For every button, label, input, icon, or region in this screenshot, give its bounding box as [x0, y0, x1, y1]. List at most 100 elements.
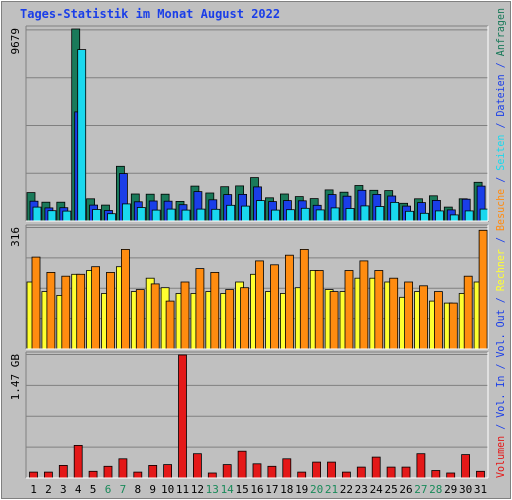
bar-mid-besuche-19	[299, 248, 309, 350]
x-tick-13: 13	[206, 483, 219, 496]
panel-top	[25, 25, 489, 222]
x-tick-27: 27	[414, 483, 427, 496]
bar-bottom-volumen-10	[163, 464, 173, 479]
x-tick-12: 12	[191, 483, 204, 496]
panel-mid	[25, 224, 489, 350]
bar-top-seiten-24	[375, 206, 385, 222]
bar-mid-besuche-5	[91, 266, 100, 350]
bar-bottom-volumen-4	[73, 444, 83, 479]
legend-segment: /	[494, 231, 507, 249]
bar-bottom-volumen-1	[29, 471, 38, 479]
x-axis-ticks: 1 2 3 4 5 6 7 8 9 10 11 12 13 14 15 16 17 18 19 20 21 22 23 24 2…	[30, 483, 487, 496]
bar-mid-besuche-6	[106, 271, 115, 350]
legend-segment: Volumen	[494, 436, 507, 478]
y-axis-labels: 9679 316 1.47 GB	[9, 28, 22, 400]
bar-bottom-volumen-30	[461, 454, 471, 479]
legend-segment: /	[494, 357, 507, 375]
x-tick-29: 29	[444, 483, 457, 496]
bar-top-seiten-14	[226, 204, 236, 222]
bar-bottom-volumen-14	[222, 464, 232, 479]
x-tick-2: 2	[45, 483, 52, 496]
bar-bottom-volumen-23	[356, 466, 366, 479]
bar-bottom-volumen-11	[178, 354, 187, 479]
x-tick-5: 5	[90, 483, 97, 496]
legend-segment: /	[494, 56, 507, 74]
y-max-label-bottom: 1.47 GB	[9, 354, 22, 401]
x-tick-16: 16	[250, 483, 263, 496]
legend-segment: Vol. Out	[494, 309, 507, 357]
bar-mid-besuche-20	[314, 270, 324, 350]
legend-segment: /	[494, 171, 507, 189]
x-tick-31: 31	[474, 483, 487, 496]
x-tick-30: 30	[459, 483, 472, 496]
x-tick-3: 3	[60, 483, 67, 496]
bar-bottom-volumen-24	[371, 456, 381, 479]
bar-mid-besuche-24	[374, 270, 384, 350]
legend-segment: Besuche	[494, 189, 507, 231]
bar-top-seiten-18	[285, 209, 295, 222]
bar-mid-besuche-13	[210, 271, 220, 350]
bar-bottom-volumen-19	[297, 471, 307, 479]
bar-bottom-volumen-18	[282, 458, 292, 479]
bar-mid-besuche-29	[448, 302, 458, 350]
bar-bottom-volumen-7	[118, 458, 128, 479]
bar-mid-besuche-22	[344, 270, 354, 350]
bar-top-seiten-26	[405, 210, 415, 222]
bar-bottom-volumen-29	[446, 472, 456, 479]
x-tick-9: 9	[149, 483, 156, 496]
x-tick-21: 21	[325, 483, 338, 496]
bar-mid-besuche-14	[225, 289, 235, 350]
bar-top-seiten-1	[32, 206, 42, 222]
legend-segment: Dateien	[494, 74, 507, 116]
x-tick-11: 11	[176, 483, 189, 496]
bar-mid-besuche-8	[135, 289, 145, 350]
bar-bottom-volumen-12	[192, 453, 202, 479]
bar-bottom-volumen-9	[148, 464, 158, 479]
bar-mid-besuche-26	[404, 281, 414, 350]
bar-top-seiten-29	[449, 214, 459, 222]
bar-bottom-volumen-2	[44, 471, 53, 479]
bar-bottom-volumen-16	[252, 463, 262, 479]
bar-bottom-volumen-15	[237, 450, 247, 479]
x-tick-7: 7	[120, 483, 127, 496]
bar-top-seiten-13	[211, 208, 221, 222]
right-axis-legend: Volumen / Vol. In / Vol. Out / Rechner /…	[494, 8, 507, 478]
bar-mid-besuche-23	[359, 260, 369, 350]
legend-text: Volumen / Vol. In / Vol. Out / Rechner /…	[494, 8, 507, 478]
bar-mid-besuche-21	[329, 291, 339, 350]
x-tick-19: 19	[295, 483, 308, 496]
panel-bottom	[25, 351, 489, 479]
legend-segment: Anfragen	[494, 8, 507, 56]
bar-bottom-volumen-21	[327, 461, 336, 479]
legend-segment: /	[494, 291, 507, 309]
bar-mid-besuche-31	[478, 229, 488, 350]
chart-title: Tages-Statistik im Monat August 2022	[20, 7, 280, 21]
bar-mid-besuche-30	[463, 275, 473, 350]
x-tick-14: 14	[221, 483, 235, 496]
x-tick-20: 20	[310, 483, 323, 496]
x-tick-8: 8	[134, 483, 141, 496]
x-tick-23: 23	[355, 483, 368, 496]
bar-bottom-volumen-6	[103, 465, 113, 479]
bar-bottom-volumen-8	[133, 471, 143, 479]
bar-mid-besuche-1	[31, 256, 41, 350]
bar-bottom-volumen-17	[267, 465, 277, 479]
bar-top-seiten-3	[62, 210, 72, 222]
bar-top-seiten-20	[315, 209, 325, 222]
chart-panels	[25, 25, 489, 479]
y-max-label-top: 9679	[9, 28, 22, 55]
x-tick-24: 24	[370, 483, 384, 496]
bar-top-seiten-12	[196, 208, 206, 222]
bar-mid-besuche-4	[76, 273, 86, 350]
series-volumen	[29, 354, 485, 479]
bar-bottom-volumen-5	[88, 470, 98, 479]
bar-mid-besuche-15	[240, 287, 250, 350]
bar-top-seiten-16	[256, 200, 265, 222]
bar-mid-besuche-7	[121, 248, 130, 350]
bar-top-seiten-28	[434, 210, 444, 222]
x-tick-22: 22	[340, 483, 353, 496]
bar-top-seiten-7	[122, 203, 131, 222]
bar-bottom-volumen-20	[312, 461, 322, 479]
x-tick-18: 18	[280, 483, 293, 496]
